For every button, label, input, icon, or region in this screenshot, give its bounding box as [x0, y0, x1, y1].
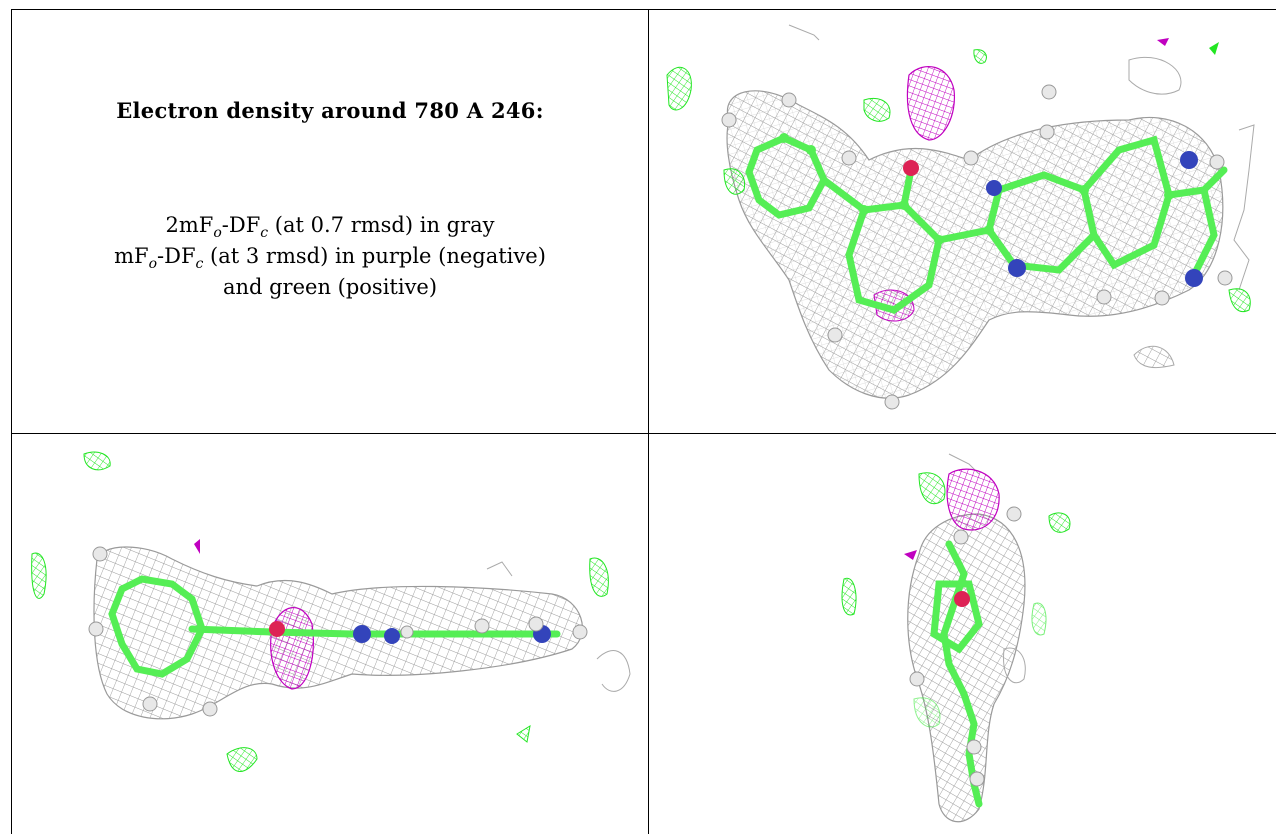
atoms [88, 546, 588, 717]
side-view-image [31, 451, 631, 772]
atoms [909, 506, 1022, 787]
center-divider-vertical [648, 9, 649, 834]
gray-mesh [726, 24, 1255, 399]
molecule-model [930, 540, 983, 808]
difference-density [841, 468, 1071, 728]
end-view-panel [649, 434, 1276, 834]
legend-line-2fofc: 2mFo-DFc (at 0.7 rmsd) in gray [165, 213, 495, 242]
outer-border-left [11, 9, 12, 834]
center-divider-horizontal [11, 433, 1276, 434]
caption-cell: Electron density around 780 A 246: 2mFo-… [12, 10, 648, 433]
figure-title: Electron density around 780 A 246: [116, 98, 544, 123]
legend-line-positive: and green (positive) [222, 275, 438, 299]
legend-line-fofc: mFo-DFc (at 3 rmsd) in purple (negative) [114, 244, 546, 273]
map-legend: 2mFo-DFc (at 0.7 rmsd) in gray mFo-DFc (… [12, 210, 648, 303]
top-view-image [666, 24, 1255, 410]
difference-density [666, 38, 1251, 322]
top-view-panel [649, 10, 1276, 433]
atoms [721, 84, 1233, 410]
side-view-panel [12, 434, 648, 834]
end-view-image [841, 453, 1071, 823]
outer-border-top [11, 9, 1276, 10]
